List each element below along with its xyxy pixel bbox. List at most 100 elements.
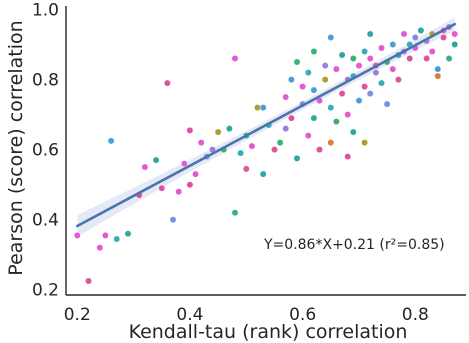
data-point (152, 156, 160, 164)
y-tick-label: 0.8 (32, 71, 59, 91)
data-point (310, 48, 318, 55)
data-point (355, 62, 363, 70)
confidence-band (77, 17, 455, 237)
data-point (349, 55, 357, 62)
x-tick-label: 0.8 (402, 305, 429, 325)
data-point (400, 30, 408, 38)
data-point (293, 58, 301, 66)
data-point (169, 216, 177, 224)
data-point (158, 184, 166, 192)
data-point (327, 34, 335, 41)
data-point (231, 209, 239, 217)
data-point (378, 79, 385, 87)
data-point (248, 142, 256, 150)
x-axis-label: Kendall-tau (rank) correlation (129, 321, 408, 343)
data-point (293, 154, 301, 162)
data-point (361, 83, 369, 91)
data-point (366, 55, 374, 62)
data-point (276, 139, 284, 147)
y-tick-label: 0.6 (32, 141, 59, 161)
data-point (378, 44, 385, 52)
data-point (349, 128, 357, 136)
data-point (417, 27, 425, 34)
data-point (271, 146, 278, 154)
data-point (344, 153, 352, 161)
data-point (332, 118, 340, 126)
data-point (383, 100, 391, 108)
data-point (411, 34, 419, 41)
data-point (327, 139, 335, 147)
data-point (299, 83, 307, 91)
data-point (96, 244, 104, 252)
data-point (344, 111, 352, 119)
data-point (214, 128, 222, 136)
data-point (242, 165, 250, 173)
data-point (451, 30, 459, 38)
data-point (389, 65, 397, 73)
regression-line-layer (75, 22, 457, 228)
data-point (287, 114, 295, 122)
data-point (372, 69, 380, 77)
data-point (310, 114, 318, 122)
data-point (366, 30, 374, 38)
data-point (316, 146, 323, 154)
x-tick-label: 0.4 (176, 305, 203, 325)
data-point (338, 51, 346, 59)
data-point (434, 72, 442, 80)
data-point (366, 90, 374, 98)
x-tick-label: 0.6 (289, 305, 316, 325)
regression-line (75, 22, 457, 228)
axes (65, 6, 466, 296)
data-point (259, 104, 267, 112)
data-point (406, 55, 414, 62)
regression-annotation: Y=0.86*X+0.21 (r²=0.85) (263, 237, 445, 253)
data-point (287, 76, 295, 84)
data-point (186, 181, 194, 189)
data-point (180, 160, 188, 168)
data-point (259, 170, 267, 178)
confidence-band-layer (77, 17, 455, 237)
y-axis-label: Pearson (score) correlation (5, 20, 27, 275)
data-point (434, 65, 442, 73)
data-point (163, 79, 171, 87)
data-point (231, 55, 239, 62)
tick-labels: 0.2 0.4 0.6 0.8 0.2 0.4 0.6 0.8 1.0 (32, 1, 429, 325)
data-point (85, 277, 92, 285)
data-point (192, 170, 200, 178)
data-point (197, 139, 205, 147)
data-point (445, 55, 453, 62)
data-point (394, 76, 402, 84)
data-point (124, 230, 132, 238)
data-point (338, 90, 346, 98)
data-point (428, 48, 436, 55)
data-point (304, 69, 312, 77)
data-point (355, 97, 363, 105)
data-point (282, 93, 290, 101)
data-point (310, 86, 318, 94)
y-tick-label: 1.0 (32, 1, 59, 21)
data-point (107, 137, 115, 145)
y-tick-label: 0.4 (32, 211, 59, 231)
data-point (282, 125, 290, 133)
data-point (304, 132, 312, 140)
data-point (141, 163, 149, 171)
data-point (361, 48, 369, 55)
data-point (186, 126, 194, 134)
data-point (73, 231, 81, 239)
data-point (321, 76, 329, 84)
data-point (101, 231, 109, 239)
data-point (113, 235, 121, 243)
data-point (225, 125, 233, 133)
data-point (332, 65, 340, 73)
y-tick-label: 0.2 (32, 281, 59, 301)
x-tick-label: 0.2 (64, 305, 91, 325)
data-point (389, 41, 397, 48)
data-point (175, 188, 183, 196)
data-point (254, 104, 261, 112)
data-point (237, 149, 245, 157)
data-point (440, 34, 447, 41)
data-point (423, 55, 431, 62)
data-point (321, 62, 329, 70)
data-point (451, 41, 459, 48)
